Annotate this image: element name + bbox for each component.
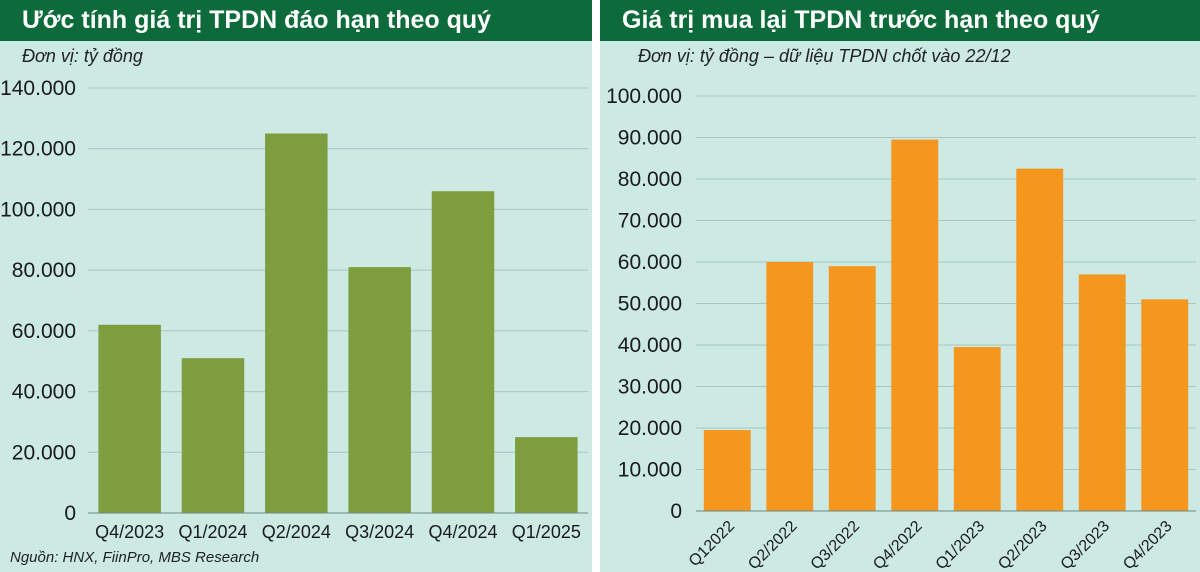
chart-title: Giá trị mua lại TPDN trước hạn theo quý [600,0,1200,41]
y-tick-label: 100.000 [0,198,76,221]
y-tick-label: 0 [64,502,76,525]
buyback-bar-chart: 0 10.000 20.000 30.000 40.000 50.000 60.000 70.… [606,85,1196,572]
bar [1016,168,1064,511]
y-tick-label: 20.000 [618,417,682,440]
x-tick-label: Q3/2022 [808,518,863,572]
y-tick-label: 30.000 [618,376,682,399]
x-tick-label: Q4/2024 [428,522,497,542]
y-tick-label: 0 [670,500,682,523]
x-tick-label: Q2/2022 [745,518,800,572]
chart-panel-maturity: Ước tính giá trị TPDN đáo hạn theo quý Đ… [0,0,592,572]
bar [431,191,495,513]
y-tick-label: 70.000 [618,210,682,233]
y-tick-label: 100.000 [606,85,682,108]
y-tick-label: 80.000 [12,259,76,282]
x-tick-label: Q1/2024 [178,522,247,542]
bar [953,347,1001,511]
chart-panel-buyback: Giá trị mua lại TPDN trước hạn theo quý … [600,0,1200,572]
x-tick-label: Q2/2023 [995,518,1050,572]
chart-unit-label: Đơn vị: tỷ đồng – dữ liệu TPDN chốt vào … [638,46,1011,66]
maturity-bar-chart: 0 20.000 40.000 60.000 80.000 100.000 120.000 1… [0,77,588,542]
bar [181,358,245,513]
bar [1078,274,1126,511]
chart-title: Ước tính giá trị TPDN đáo hạn theo quý [0,0,592,41]
y-tick-label: 120.000 [0,138,76,161]
x-tick-label: Q4/2023 [95,522,164,542]
bar [1141,299,1189,511]
y-tick-label: 10.000 [618,459,682,482]
x-tick-label: Q1/2023 [933,518,988,572]
x-tick-label: Q4/2022 [870,518,925,572]
y-tick-label: 40.000 [618,334,682,357]
bar [891,139,939,511]
y-tick-label: 20.000 [12,441,76,464]
bar [515,437,578,513]
bar [828,266,876,511]
y-tick-label: 60.000 [618,251,682,274]
x-tick-label: Q2/2024 [262,522,331,542]
y-tick-label: 40.000 [12,381,76,404]
y-tick-label: 80.000 [618,168,682,191]
chart-unit-label: Đơn vị: tỷ đồng [22,46,143,66]
x-tick-label: Q12022 [686,518,738,570]
bar [703,430,751,511]
y-tick-label: 140.000 [0,77,76,100]
source-note: Nguồn: HNX, FiinPro, MBS Research [10,549,260,566]
y-tick-label: 90.000 [618,127,682,150]
x-tick-label: Q3/2024 [345,522,414,542]
x-tick-label: Q1/2025 [512,522,581,542]
bar [766,262,814,511]
x-tick-label: Q4/2023 [1120,518,1175,572]
bar [265,133,328,514]
y-tick-label: 60.000 [12,320,76,343]
y-tick-label: 50.000 [618,293,682,316]
x-tick-label: Q3/2023 [1058,518,1113,572]
bar [98,324,161,513]
bar [348,267,411,513]
